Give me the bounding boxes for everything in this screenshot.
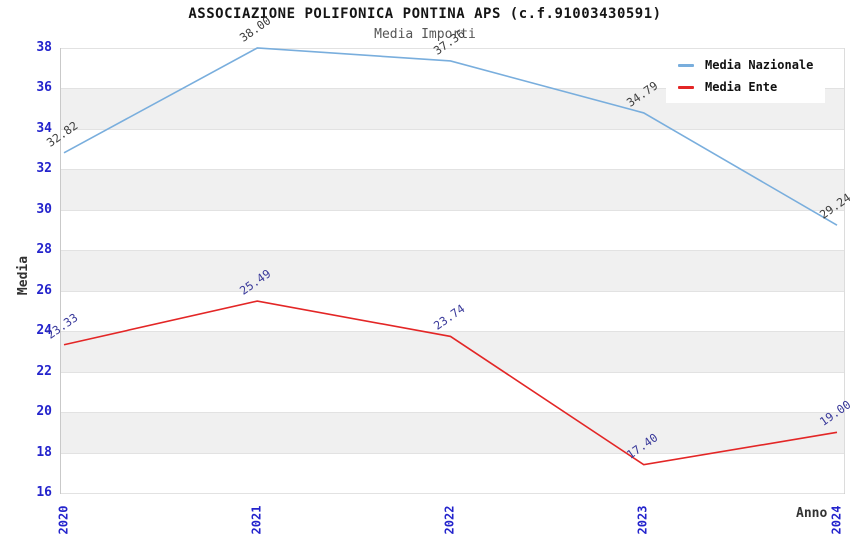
- gridline: [61, 128, 844, 130]
- plot-area: [60, 47, 845, 494]
- legend-item: Media Nazionale: [678, 58, 813, 72]
- plot-band: [61, 371, 844, 413]
- gridline: [61, 452, 844, 454]
- gridline: [61, 209, 844, 211]
- y-tick: 16: [36, 485, 52, 500]
- chart-subtitle: Media Importi: [374, 27, 476, 42]
- y-tick: 22: [36, 363, 52, 379]
- plot-band: [61, 209, 844, 251]
- gridline: [61, 48, 844, 49]
- x-tick: 2021: [249, 505, 264, 535]
- legend-marker: [678, 63, 694, 67]
- y-tick: 36: [36, 80, 52, 96]
- y-tick: 26: [36, 282, 52, 298]
- x-tick: 2020: [56, 505, 70, 535]
- y-tick: 24: [36, 323, 52, 339]
- legend-item: Media Ente: [678, 80, 813, 94]
- legend: Media Nazionale Media Ente: [666, 50, 826, 103]
- y-tick: 18: [36, 444, 52, 460]
- x-tick: 2023: [635, 505, 650, 535]
- y-tick: 20: [36, 404, 52, 420]
- y-tick: 28: [36, 242, 52, 258]
- y-tick: 38: [36, 40, 52, 55]
- gridline: [61, 88, 844, 90]
- y-tick: 32: [36, 161, 52, 177]
- legend-label: Media Nazionale: [705, 58, 814, 72]
- plot-band: [61, 290, 844, 332]
- plot-band: [61, 452, 844, 493]
- plot-band: [61, 128, 844, 170]
- gridline: [61, 169, 844, 171]
- chart-title: ASSOCIAZIONE POLIFONICA PONTINA APS (c.f…: [188, 6, 662, 22]
- gridline: [61, 290, 844, 292]
- series-line-media-nazionale: [63, 47, 838, 226]
- gridline: [61, 371, 844, 373]
- series-line-media-ente: [63, 300, 838, 466]
- y-tick: 30: [36, 201, 52, 217]
- plot-band: [61, 412, 844, 453]
- series-lines: [63, 47, 838, 466]
- gridline: [61, 493, 844, 494]
- legend-marker: [678, 85, 694, 89]
- plot-band: [61, 250, 844, 291]
- x-tick: 2022: [442, 505, 457, 535]
- gridline: [61, 412, 844, 414]
- y-tick: 34: [36, 120, 52, 136]
- gridline: [61, 250, 844, 252]
- plot-band: [61, 169, 844, 210]
- legend-label: Media Ente: [705, 80, 778, 94]
- gridline: [61, 331, 844, 333]
- x-axis-label: Anno: [796, 506, 828, 521]
